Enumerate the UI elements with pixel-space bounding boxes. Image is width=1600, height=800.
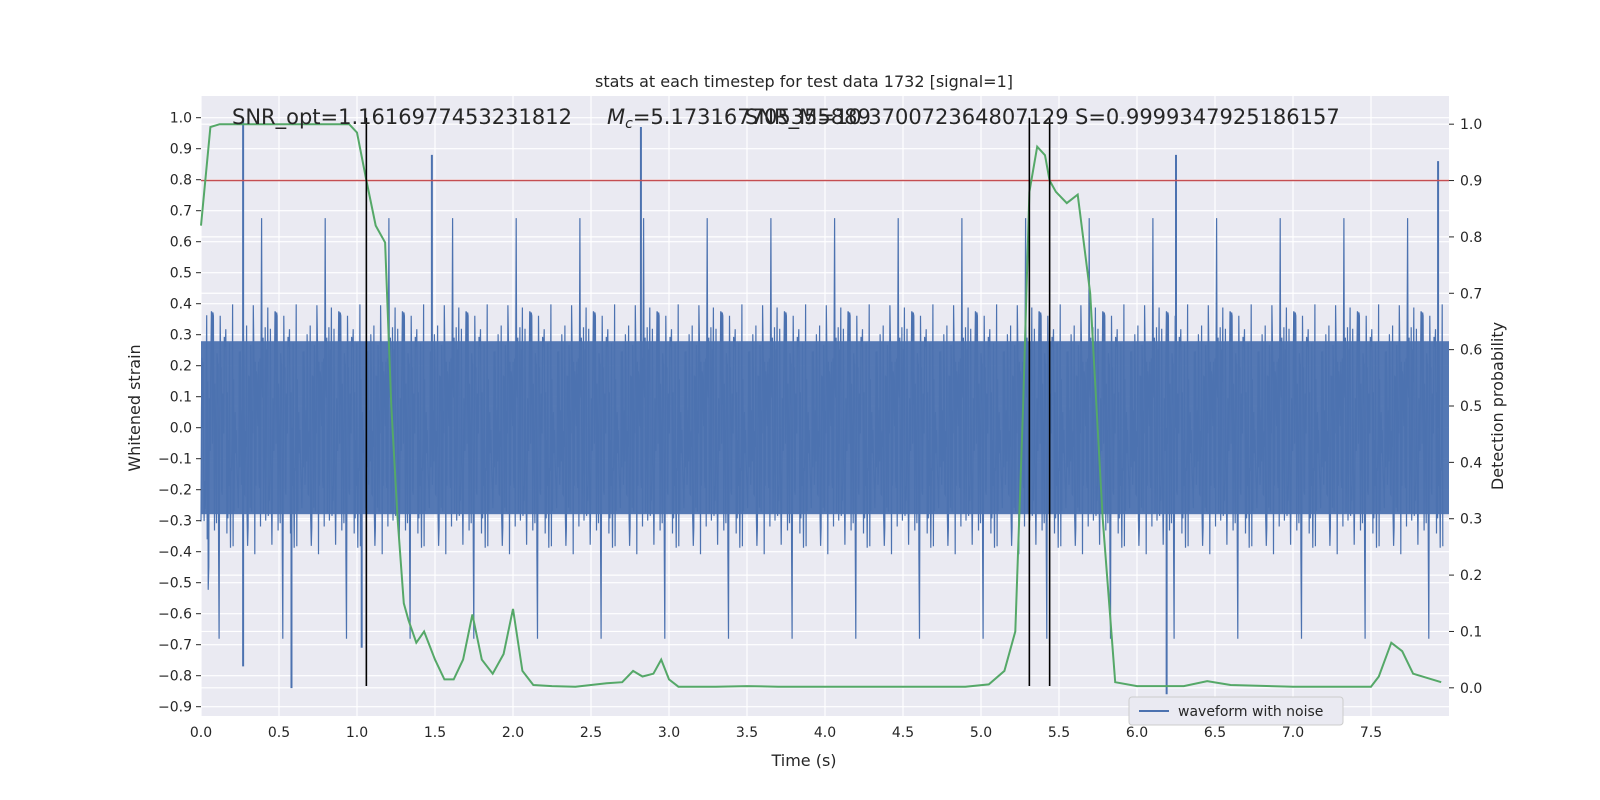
y-tick-label: −0.3 xyxy=(158,514,192,530)
y-tick-label: −0.5 xyxy=(158,576,192,592)
annotation-mc: Mc=5.173167705355889 xyxy=(607,105,871,132)
y-tick-label: 0.4 xyxy=(170,297,192,313)
y2-tick-label: 0.6 xyxy=(1460,343,1482,359)
y2-tick-label: 0.0 xyxy=(1460,681,1482,697)
y2-axis-label: Detection probability xyxy=(1488,322,1507,490)
x-tick-label: 4.0 xyxy=(814,725,836,741)
y-tick-label: −0.1 xyxy=(158,452,192,468)
annotation-mc-value: =5.173167705355889 xyxy=(633,105,871,129)
x-tick-label: 3.5 xyxy=(736,725,758,741)
legend: waveform with noise xyxy=(1128,696,1344,726)
y2-tick-label: 0.9 xyxy=(1460,174,1482,190)
y-tick-label: 0.7 xyxy=(170,204,192,220)
legend-box xyxy=(1128,696,1344,726)
y2-tick-label: 0.7 xyxy=(1460,286,1482,302)
annotation-mc-subscript: c xyxy=(625,116,633,132)
y-tick-label: 0.1 xyxy=(170,390,192,406)
x-tick-label: 2.5 xyxy=(580,725,602,741)
legend-label: waveform with noise xyxy=(1178,704,1323,720)
y2-tick-label: 0.1 xyxy=(1460,624,1482,640)
y-tick-label: 0.0 xyxy=(170,421,192,437)
annotation-snr-opt: SNR_opt=1.1616977453231812 xyxy=(232,105,572,130)
x-tick-label: 6.0 xyxy=(1126,725,1148,741)
annotation-mc-symbol: M xyxy=(607,105,625,129)
y2-tick-label: 0.2 xyxy=(1460,568,1482,584)
x-tick-label: 7.0 xyxy=(1282,725,1304,741)
x-tick-label: 0.5 xyxy=(268,725,290,741)
y2-tick-label: 0.5 xyxy=(1460,399,1482,415)
chart-title: stats at each timestep for test data 173… xyxy=(595,72,1013,91)
x-tick-label: 2.0 xyxy=(502,725,524,741)
y-tick-label: 0.3 xyxy=(170,328,192,344)
y-tick-label: −0.7 xyxy=(158,638,192,654)
y2-tick-label: 1.0 xyxy=(1460,117,1482,133)
y-tick-label: 1.0 xyxy=(170,111,192,127)
annotation-snr-m: SNR_M=10.370072364807129 xyxy=(745,105,1069,130)
y-tick-label: −0.8 xyxy=(158,669,192,685)
y-tick-label: 0.9 xyxy=(170,142,192,158)
y2-tick-label: 0.4 xyxy=(1460,455,1482,471)
y2-tick-label: 0.3 xyxy=(1460,512,1482,528)
x-tick-label: 5.5 xyxy=(1048,725,1070,741)
x-tick-label: 7.5 xyxy=(1360,725,1382,741)
y-tick-label: 0.2 xyxy=(170,359,192,375)
annotation-s: S=0.9999347925186157 xyxy=(1075,105,1340,129)
x-tick-label: 0.0 xyxy=(190,725,212,741)
axes-ticks: 0.0 0.5 1.0 1.5 2.0 2.5 3.0 3.5 4.0 4.5 5.0 5.5 6.0 6… xyxy=(158,111,1482,741)
y-tick-label: −0.6 xyxy=(158,607,192,623)
x-tick-label: 5.0 xyxy=(970,725,992,741)
x-tick-label: 1.5 xyxy=(424,725,446,741)
plot-area xyxy=(200,96,1449,716)
y2-tick-label: 0.8 xyxy=(1460,230,1482,246)
x-tick-label: 6.5 xyxy=(1204,725,1226,741)
detection-probability-series xyxy=(200,123,1442,688)
y-axis-label: Whitened strain xyxy=(125,344,144,471)
x-tick-label: 3.0 xyxy=(658,725,680,741)
waveform-core xyxy=(201,341,1449,515)
y-tick-label: 0.5 xyxy=(170,266,192,282)
x-tick-label: 4.5 xyxy=(892,725,914,741)
x-tick-label: 1.0 xyxy=(346,725,368,741)
y-tick-label: −0.9 xyxy=(158,700,192,716)
x-axis-label: Time (s) xyxy=(770,751,836,770)
y-tick-label: −0.2 xyxy=(158,483,192,499)
y-tick-label: 0.6 xyxy=(170,235,192,251)
y-tick-label: −0.4 xyxy=(158,545,192,561)
y-tick-label: 0.8 xyxy=(170,173,192,189)
